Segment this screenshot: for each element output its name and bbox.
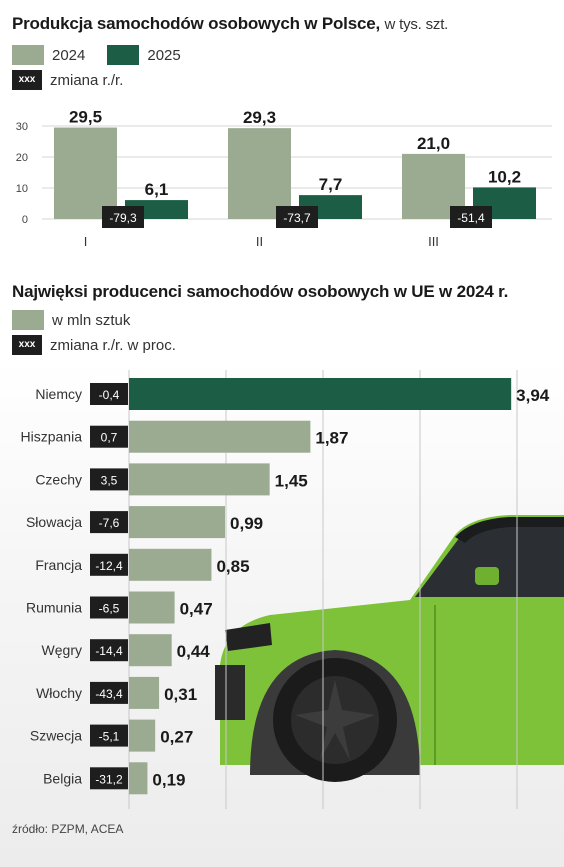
chart2-change-box [90, 724, 128, 747]
chart1-legend: 2024 2025 [12, 45, 181, 65]
chart2-bar [129, 762, 148, 795]
headlight-shape [225, 623, 272, 651]
legend-label-2025: 2025 [147, 46, 181, 64]
chart1-change-legend: xxx zmiana r./r. [12, 70, 123, 90]
legend-swatch-2024 [12, 45, 44, 65]
source-note: źródło: PZPM, ACEA [12, 822, 124, 836]
chart1-value-label: 6,1 [145, 180, 169, 199]
chart2-change-label: 0,7 [101, 431, 118, 445]
chart2-bar [129, 506, 226, 539]
chart2-change-label: -43,4 [95, 687, 123, 701]
chart1-value-label: 29,3 [243, 108, 276, 127]
chart1-change-box [102, 206, 144, 228]
chart2-change-label: -12,4 [95, 559, 123, 573]
legend-swatch-2025 [107, 45, 140, 65]
chart1-value-label: 10,2 [488, 167, 521, 186]
chart2-svg: 01234Niemcy-0,43,94Hiszpania0,71,87Czech… [21, 370, 550, 809]
chart1-category-label: I [84, 234, 88, 249]
chart2-change-box [90, 511, 128, 534]
chart1-change-label: -73,7 [283, 211, 311, 225]
chart2-change-label: -6,5 [99, 602, 120, 616]
chart2-value-label: 0,47 [180, 600, 213, 619]
chart1-value-label: 7,7 [319, 175, 343, 194]
change-legend-swatch: xxx [12, 70, 42, 90]
change-legend-label-2: zmiana r./r. w proc. [50, 336, 176, 354]
chart2-change-box [90, 639, 128, 662]
chart2-category-label: Niemcy [35, 386, 82, 402]
chart2-change-label: -31,2 [95, 772, 123, 786]
legend-label-2024: 2024 [52, 46, 86, 64]
chart2-change-label: -0,4 [99, 388, 120, 402]
chart2-value-label: 0,27 [160, 728, 193, 747]
chart1-category-label: III [428, 234, 439, 249]
chart2-category-label: Hiszpania [21, 429, 83, 445]
chart2-change-box [90, 767, 128, 790]
chart2-value-label: 3,94 [516, 386, 550, 405]
chart1-ytick-label: 10 [16, 183, 28, 195]
chart2-bar [129, 719, 156, 752]
chart2-change-label: 3,5 [101, 473, 118, 487]
chart2-value-label: 0,31 [164, 685, 197, 704]
chart2-value-label: 1,45 [275, 471, 308, 490]
chart2-change-box [90, 383, 128, 405]
chart2-change-box [90, 681, 128, 704]
chart2-category-label: Rumunia [26, 600, 82, 616]
chart1-ytick-label: 0 [22, 214, 28, 226]
chart1-value-label: 29,5 [69, 108, 102, 127]
chart2-bar [129, 591, 175, 624]
legend-label-units: w mln sztuk [52, 311, 131, 329]
chart2-category-label: Słowacja [26, 514, 82, 530]
chart2-value-label: 0,19 [152, 770, 185, 789]
chart2-change-label: -7,6 [99, 516, 120, 530]
chart2-change-label: -5,1 [99, 730, 120, 744]
chart1-svg: 0 10 20 30 29,5 6,1 -79,3 I 29,3 7,7 -73,7 II 21,0 10… [16, 108, 552, 249]
chart2-category-label: Szwecja [30, 728, 82, 744]
chart2-bar [129, 676, 160, 709]
chart2-change-box [90, 553, 128, 576]
chart1-change-label: -79,3 [109, 211, 137, 225]
chart2-bar [129, 420, 311, 453]
change-legend-label: zmiana r./r. [50, 71, 124, 89]
chart1-unit: w tys. szt. [384, 16, 449, 33]
chart2-bar [129, 378, 512, 410]
chart2-category-label: Włochy [36, 685, 82, 701]
chart1-title-text: Produkcja samochodów osobowych w Polsce, [12, 14, 380, 33]
chart1-change-label: -51,4 [457, 211, 485, 225]
legend-swatch-units [12, 310, 44, 330]
chart2-category-label: Węgry [42, 642, 82, 658]
chart2-title: Najwięksi producenci samochodów osobowyc… [12, 282, 509, 301]
chart2-change-label: -14,4 [95, 644, 123, 658]
chart2-bar [129, 548, 212, 581]
chart2-legend: w mln sztuk [12, 310, 130, 330]
chart1-ytick-label: 20 [16, 152, 28, 164]
chart1-title: Produkcja samochodów osobowych w Polsce,… [12, 14, 448, 34]
chart2-change-box [90, 468, 128, 491]
chart2-bar [129, 463, 270, 496]
chart2-category-label: Francja [35, 557, 82, 573]
chart2-category-label: Czechy [35, 471, 82, 487]
chart2-change-legend: xxx zmiana r./r. w proc. [12, 335, 176, 355]
mirror-shape [475, 567, 499, 585]
change-legend-swatch-2: xxx [12, 335, 42, 355]
chart1-bar [228, 128, 291, 219]
chart2-change-box [90, 425, 128, 448]
chart1-ytick-label: 30 [16, 121, 28, 133]
chart1-change-box [450, 206, 492, 228]
chart2-change-box [90, 596, 128, 619]
chart2-bar [129, 634, 172, 667]
chart2-category-label: Belgia [43, 770, 82, 786]
chart1-bar [54, 127, 117, 219]
chart2-value-label: 0,99 [230, 514, 263, 533]
chart2-value-label: 0,44 [177, 642, 211, 661]
chart1-change-box [276, 206, 318, 228]
chart1-value-label: 21,0 [417, 134, 450, 153]
car-illustration [215, 515, 564, 782]
chart2-value-label: 0,85 [216, 557, 249, 576]
chart1-category-label: II [256, 234, 263, 249]
chart2-value-label: 1,87 [315, 429, 348, 448]
